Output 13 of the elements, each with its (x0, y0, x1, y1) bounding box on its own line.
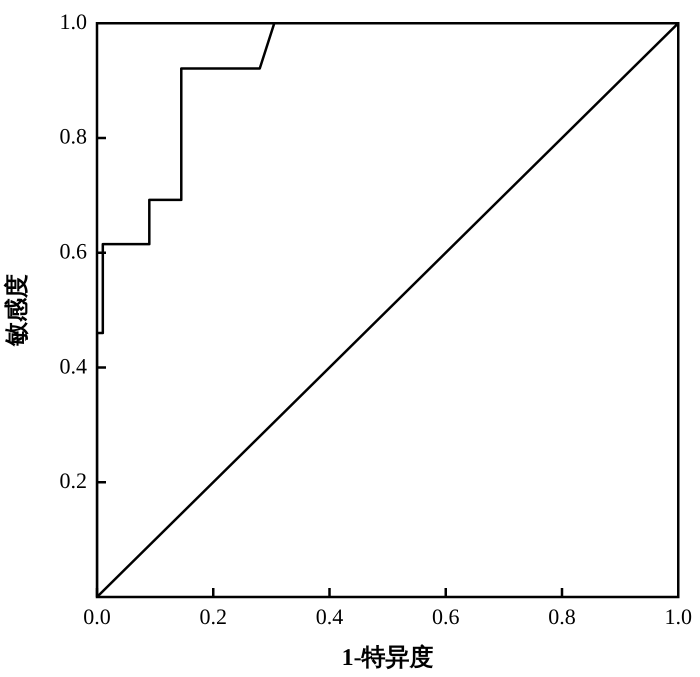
x-tick-label: 0.0 (83, 604, 111, 629)
y-tick-label: 0.6 (60, 238, 87, 264)
x-axis-title: 1-特异度 (342, 644, 434, 671)
y-tick-label: 0.4 (60, 353, 87, 378)
x-tick-label: 0.2 (200, 604, 227, 629)
y-axis-title: 敏感度 (4, 274, 31, 348)
y-tick-label: 0.8 (60, 124, 87, 149)
x-tick-label: 0.6 (432, 604, 460, 629)
x-tick-label: 0.8 (548, 604, 576, 629)
x-tick-label: 1.0 (664, 604, 692, 629)
y-tick-label: 1.0 (60, 8, 87, 34)
x-tick-label: 0.4 (316, 604, 344, 629)
y-tick-label: 0.2 (60, 468, 87, 494)
